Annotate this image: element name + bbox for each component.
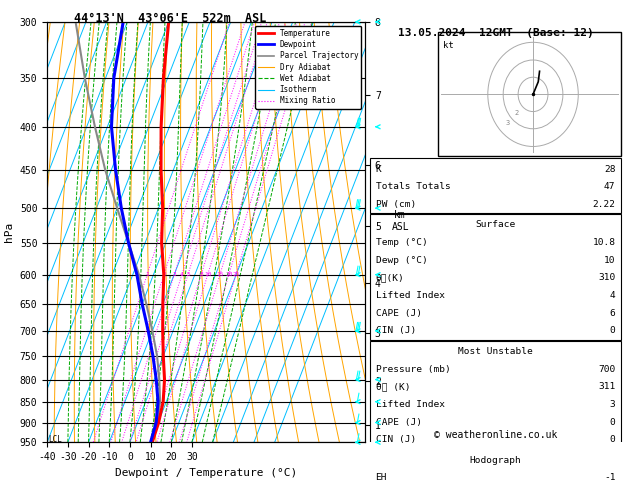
- Text: 700: 700: [598, 364, 615, 374]
- Text: 25: 25: [232, 272, 240, 277]
- Text: 10: 10: [204, 272, 211, 277]
- Text: 0: 0: [610, 417, 615, 427]
- Text: 0: 0: [610, 435, 615, 444]
- Text: 44°13'N  43°06'E  522m  ASL: 44°13'N 43°06'E 522m ASL: [74, 12, 266, 25]
- Text: CIN (J): CIN (J): [376, 327, 416, 335]
- Text: Lifted Index: Lifted Index: [376, 400, 445, 409]
- Y-axis label: hPa: hPa: [4, 222, 14, 242]
- Text: 2: 2: [162, 272, 166, 277]
- Text: LCL: LCL: [48, 435, 62, 444]
- Text: 8: 8: [199, 272, 203, 277]
- Text: θᴇ (K): θᴇ (K): [376, 382, 410, 391]
- Text: CAPE (J): CAPE (J): [376, 309, 421, 318]
- Text: Most Unstable: Most Unstable: [458, 347, 533, 356]
- Text: 0: 0: [610, 327, 615, 335]
- Bar: [370, 341, 621, 449]
- Text: -1: -1: [604, 473, 615, 483]
- Text: 3: 3: [505, 120, 509, 126]
- Text: 3: 3: [610, 400, 615, 409]
- Bar: [370, 214, 621, 340]
- Text: 311: 311: [598, 382, 615, 391]
- Text: 15: 15: [216, 272, 224, 277]
- Text: Dewp (°C): Dewp (°C): [376, 256, 427, 265]
- Text: 5: 5: [186, 272, 190, 277]
- Text: kt: kt: [443, 41, 454, 50]
- Bar: [438, 33, 621, 156]
- Text: Hodograph: Hodograph: [470, 456, 521, 465]
- Legend: Temperature, Dewpoint, Parcel Trajectory, Dry Adiabat, Wet Adiabat, Isotherm, Mi: Temperature, Dewpoint, Parcel Trajectory…: [255, 26, 361, 108]
- Text: 2: 2: [515, 110, 519, 116]
- Text: 10.8: 10.8: [593, 238, 615, 247]
- Bar: [370, 450, 621, 486]
- Bar: [370, 158, 621, 213]
- Text: PW (cm): PW (cm): [376, 200, 416, 209]
- Text: Totals Totals: Totals Totals: [376, 182, 450, 191]
- Text: 13.05.2024  12GMT  (Base: 12): 13.05.2024 12GMT (Base: 12): [398, 28, 593, 38]
- Text: EH: EH: [376, 473, 387, 483]
- Text: 47: 47: [604, 182, 615, 191]
- Text: 310: 310: [598, 274, 615, 282]
- X-axis label: Dewpoint / Temperature (°C): Dewpoint / Temperature (°C): [115, 468, 298, 478]
- Text: 1: 1: [145, 272, 149, 277]
- Text: 6: 6: [610, 309, 615, 318]
- Text: Lifted Index: Lifted Index: [376, 291, 445, 300]
- Text: 20: 20: [225, 272, 233, 277]
- Text: Temp (°C): Temp (°C): [376, 238, 427, 247]
- Text: 4: 4: [180, 272, 184, 277]
- Text: 10: 10: [604, 256, 615, 265]
- Text: CAPE (J): CAPE (J): [376, 417, 421, 427]
- Text: 2.22: 2.22: [593, 200, 615, 209]
- Text: 28: 28: [604, 164, 615, 174]
- Text: 4: 4: [610, 291, 615, 300]
- Text: θᴇ(K): θᴇ(K): [376, 274, 404, 282]
- Y-axis label: km
ASL: km ASL: [391, 210, 409, 232]
- Text: Pressure (mb): Pressure (mb): [376, 364, 450, 374]
- Text: Surface: Surface: [476, 221, 516, 229]
- Text: CIN (J): CIN (J): [376, 435, 416, 444]
- Text: K: K: [376, 164, 381, 174]
- Text: 3: 3: [172, 272, 176, 277]
- Text: © weatheronline.co.uk: © weatheronline.co.uk: [434, 430, 557, 440]
